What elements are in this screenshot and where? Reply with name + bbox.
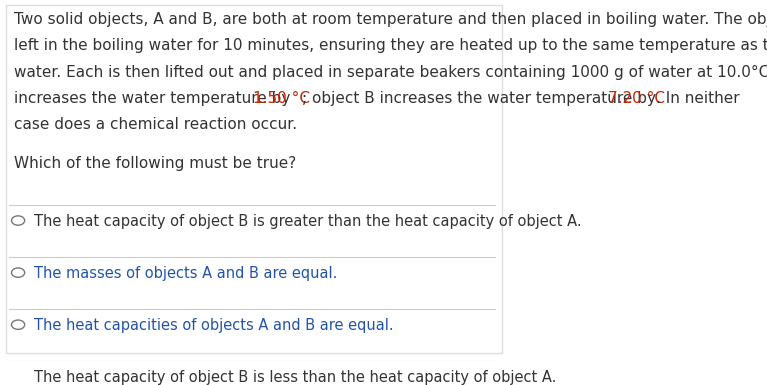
Text: The heat capacities of objects A and B are equal.: The heat capacities of objects A and B a…	[35, 318, 394, 333]
Text: The heat capacity of object B is less than the heat capacity of object A.: The heat capacity of object B is less th…	[35, 370, 557, 385]
Text: 7.20 °C: 7.20 °C	[607, 91, 664, 106]
Text: Which of the following must be true?: Which of the following must be true?	[14, 156, 296, 171]
Text: The heat capacity of object B is greater than the heat capacity of object A.: The heat capacity of object B is greater…	[35, 214, 582, 229]
Text: increases the water temperature by: increases the water temperature by	[14, 91, 295, 106]
Text: The masses of objects A and B are equal.: The masses of objects A and B are equal.	[35, 266, 337, 281]
Text: case does a chemical reaction occur.: case does a chemical reaction occur.	[14, 117, 297, 132]
Text: 1.50 °C: 1.50 °C	[253, 91, 311, 106]
Text: water. Each is then lifted out and placed in separate beakers containing 1000 g : water. Each is then lifted out and place…	[14, 65, 767, 80]
Text: ; object B increases the water temperature by: ; object B increases the water temperatu…	[302, 91, 661, 106]
Text: . In neither: . In neither	[656, 91, 739, 106]
Text: left in the boiling water for 10 minutes, ensuring they are heated up to the sam: left in the boiling water for 10 minutes…	[14, 38, 767, 54]
Text: Two solid objects, A and B, are both at room temperature and then placed in boil: Two solid objects, A and B, are both at …	[14, 12, 767, 27]
